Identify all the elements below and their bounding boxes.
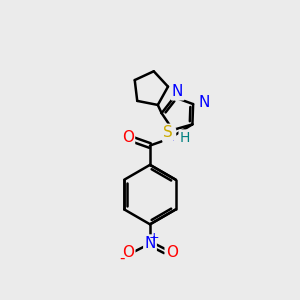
Text: O: O bbox=[122, 130, 134, 145]
Text: H: H bbox=[180, 130, 190, 145]
Text: O: O bbox=[166, 245, 178, 260]
Text: O: O bbox=[122, 245, 134, 260]
Text: N: N bbox=[172, 84, 183, 99]
Text: +: + bbox=[149, 231, 160, 244]
Text: N: N bbox=[144, 236, 156, 250]
Text: N: N bbox=[164, 129, 175, 144]
Text: -: - bbox=[120, 251, 125, 266]
Text: N: N bbox=[199, 95, 210, 110]
Text: S: S bbox=[163, 125, 173, 140]
